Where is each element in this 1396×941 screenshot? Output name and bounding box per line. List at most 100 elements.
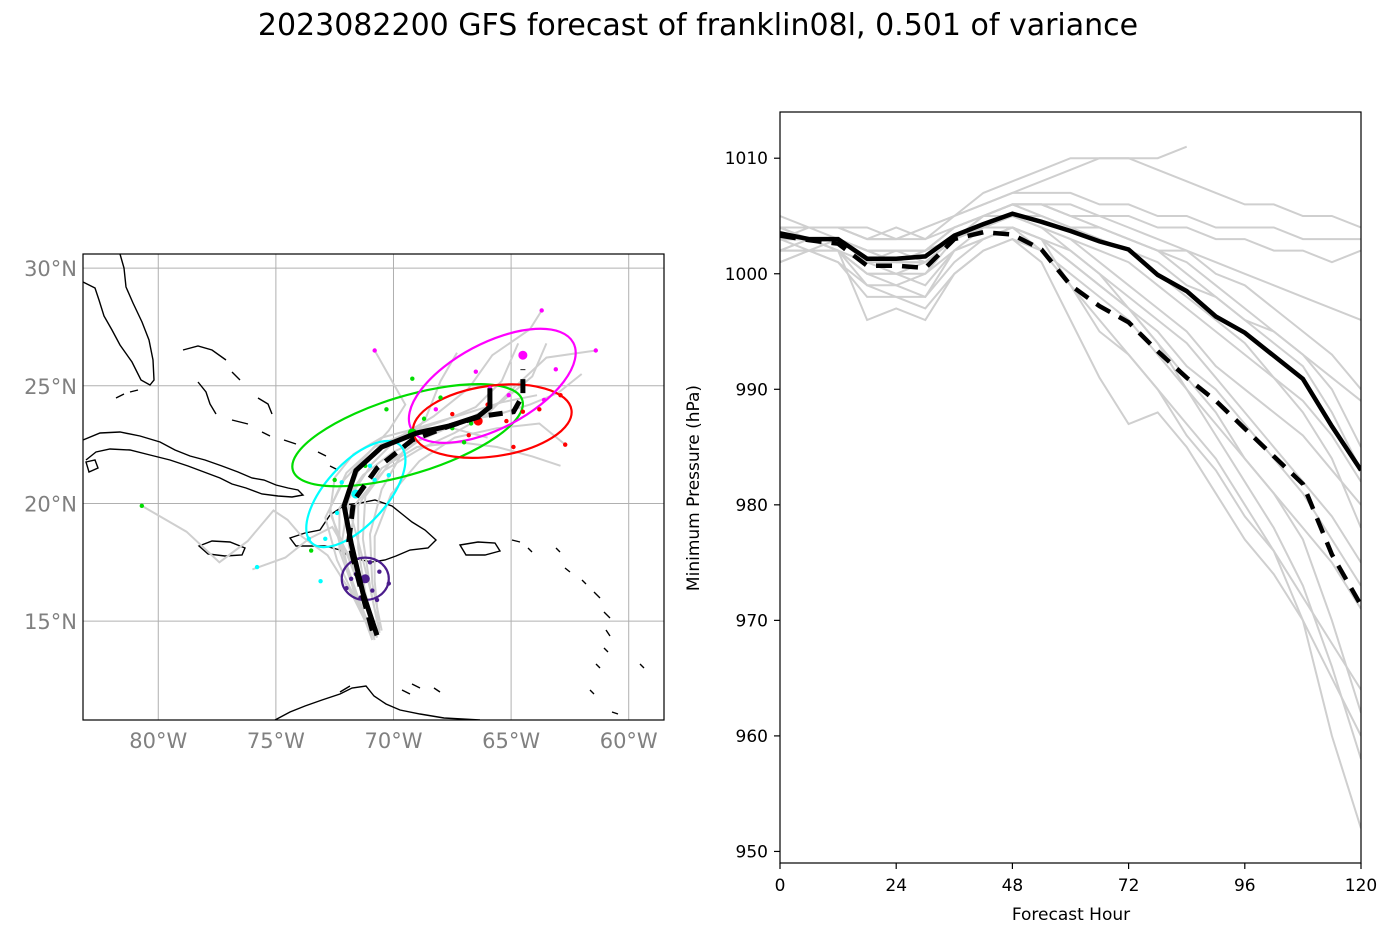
x-tick-label-3: 72 bbox=[1118, 876, 1140, 896]
member-pressure-lines bbox=[780, 145, 1361, 829]
member-point-3-2 bbox=[558, 393, 563, 398]
member-point-3-3 bbox=[511, 444, 516, 450]
member-point-1-1 bbox=[372, 477, 377, 483]
member-point-3-4 bbox=[563, 442, 568, 447]
member-pressure-line-11 bbox=[780, 203, 1361, 402]
member-pressure-line-12 bbox=[780, 226, 1361, 691]
member-point-2-9 bbox=[461, 440, 467, 445]
x-tick-label-4: 96 bbox=[1234, 876, 1256, 896]
member-point-0-0 bbox=[360, 574, 370, 584]
y-tick-label-0: 950 bbox=[736, 842, 768, 862]
y-tick-label-6: 1010 bbox=[725, 149, 768, 169]
ensemble-track-2 bbox=[141, 504, 374, 636]
map-x-tick-label-0: 80°W bbox=[129, 729, 187, 753]
member-point-1-2 bbox=[334, 510, 340, 516]
member-pressure-line-8 bbox=[780, 214, 1361, 483]
pressure-chart-panel: 0 24 48 72 96 120 950 960 970 980 990 1000 1010 Fore… bbox=[684, 111, 1377, 925]
puerto-rico-coast bbox=[458, 541, 502, 556]
member-point-4-7 bbox=[473, 369, 479, 374]
map-y-tick-label-2: 25°N bbox=[24, 375, 77, 399]
member-pressure-line-3 bbox=[780, 145, 1188, 241]
map-gridlines bbox=[83, 254, 664, 720]
member-point-1-6 bbox=[339, 480, 344, 485]
uncertainty-ellipse-1 bbox=[305, 439, 407, 549]
member-point-1-9 bbox=[318, 578, 323, 584]
map-y-tick-label-0: 15°N bbox=[24, 610, 77, 634]
ensemble-track-6 bbox=[373, 422, 566, 633]
map-tick-labels: 80°W 75°W 70°W 65°W 60°W 15°N 20°N 25°N 30°N bbox=[24, 257, 658, 753]
ensemble-track-4 bbox=[368, 352, 458, 631]
cuba-coast bbox=[83, 431, 305, 498]
y-tick-label-3: 980 bbox=[736, 496, 768, 516]
member-pressure-line-17 bbox=[780, 214, 1361, 506]
y-tick-label-4: 990 bbox=[736, 380, 768, 400]
member-point-2-8 bbox=[139, 503, 145, 509]
member-pressure-line-13 bbox=[780, 203, 1361, 390]
member-pressure-line-6 bbox=[780, 237, 1361, 737]
member-point-4-4 bbox=[372, 348, 377, 353]
ensemble-member-tracks bbox=[141, 309, 596, 641]
member-point-2-1 bbox=[384, 407, 389, 412]
member-pressure-line-18 bbox=[780, 203, 1361, 529]
y-tick-label-1: 960 bbox=[736, 727, 768, 747]
member-point-1-8 bbox=[367, 463, 373, 469]
mean-track-solid bbox=[341, 388, 493, 637]
coastlines bbox=[83, 254, 645, 720]
x-tick-label-5: 120 bbox=[1345, 876, 1377, 896]
figure-title: 2023082200 GFS forecast of franklin08l, … bbox=[257, 8, 1139, 43]
member-point-3-7 bbox=[504, 418, 509, 424]
member-point-1-5 bbox=[254, 564, 260, 570]
member-point-4-9 bbox=[506, 393, 511, 398]
member-pressure-line-4 bbox=[780, 203, 1361, 448]
map-x-tick-label-4: 60°W bbox=[600, 729, 658, 753]
x-axis-label: Forecast Hour bbox=[1012, 905, 1130, 925]
pressure-frame bbox=[779, 111, 1362, 864]
map-y-tick-label-1: 20°N bbox=[24, 492, 77, 516]
member-point-0-1 bbox=[377, 569, 382, 574]
member-point-0-9 bbox=[374, 597, 380, 603]
mean-pressure-lines bbox=[780, 211, 1361, 607]
map-x-tick-label-2: 70°W bbox=[364, 729, 422, 753]
pressure-ticks: 0 24 48 72 96 120 950 960 970 980 990 1000 1010 bbox=[725, 149, 1377, 896]
y-axis-label: Minimum Pressure (hPa) bbox=[684, 385, 704, 591]
member-point-4-5 bbox=[433, 407, 439, 412]
abc-islands bbox=[339, 683, 441, 695]
member-point-1-7 bbox=[386, 473, 391, 478]
ensemble-track-8 bbox=[357, 441, 561, 638]
member-point-0-6 bbox=[344, 586, 349, 591]
x-tick-label-0: 0 bbox=[775, 876, 786, 896]
member-pressure-line-16 bbox=[780, 226, 1361, 714]
member-point-3-8 bbox=[537, 407, 542, 412]
y-tick-label-5: 1000 bbox=[725, 265, 768, 285]
member-point-2-3 bbox=[468, 421, 474, 426]
member-point-2-5 bbox=[410, 376, 415, 381]
uncertainty-ellipse-2 bbox=[291, 383, 524, 488]
member-point-4-0 bbox=[518, 350, 528, 360]
ensemble-track-12 bbox=[338, 343, 548, 641]
ensemble-mean-tracks bbox=[341, 369, 526, 637]
ensemble-track-11 bbox=[328, 427, 488, 636]
member-point-3-1 bbox=[520, 409, 526, 414]
member-point-0-5 bbox=[386, 581, 391, 586]
member-point-4-2 bbox=[539, 308, 544, 313]
member-pressure-line-15 bbox=[780, 191, 1361, 241]
member-point-0-3 bbox=[370, 588, 375, 593]
isle-of-youth-coast bbox=[85, 459, 99, 473]
member-point-4-8 bbox=[541, 397, 547, 403]
lesser-antilles-islands bbox=[511, 539, 645, 715]
track-map-panel: 80°W 75°W 70°W 65°W 60°W 15°N 20°N 25°N 30°N bbox=[24, 253, 665, 753]
member-point-0-8 bbox=[348, 576, 354, 581]
member-point-2-11 bbox=[438, 395, 443, 400]
map-frame bbox=[82, 253, 665, 721]
mean-pressure-solid bbox=[780, 211, 1361, 472]
ensemble-track-5 bbox=[324, 350, 407, 639]
south-america-coast bbox=[274, 685, 481, 720]
member-point-3-6 bbox=[450, 411, 455, 417]
map-x-tick-label-3: 65°W bbox=[482, 729, 540, 753]
member-point-2-6 bbox=[332, 477, 337, 483]
member-point-4-3 bbox=[593, 348, 598, 353]
member-point-2-7 bbox=[308, 548, 314, 553]
member-point-1-4 bbox=[323, 536, 328, 541]
map-x-tick-label-1: 75°W bbox=[247, 729, 305, 753]
